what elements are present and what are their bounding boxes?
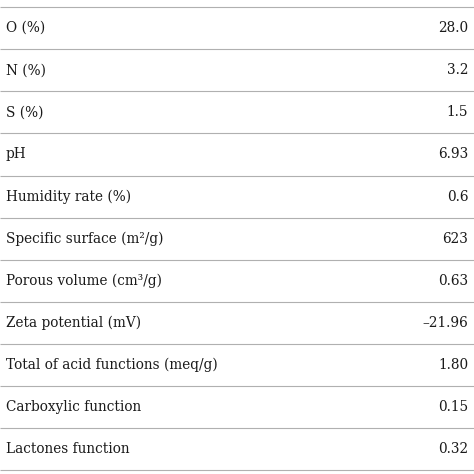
Text: 0.15: 0.15 (438, 400, 468, 414)
Text: 28.0: 28.0 (438, 21, 468, 35)
Text: 623: 623 (442, 232, 468, 246)
Text: Humidity rate (%): Humidity rate (%) (6, 190, 131, 204)
Text: –21.96: –21.96 (422, 316, 468, 330)
Text: 1.5: 1.5 (447, 105, 468, 119)
Text: N (%): N (%) (6, 63, 46, 77)
Text: pH: pH (6, 147, 27, 162)
Text: S (%): S (%) (6, 105, 43, 119)
Text: Zeta potential (mV): Zeta potential (mV) (6, 316, 141, 330)
Text: 0.32: 0.32 (438, 442, 468, 456)
Text: O (%): O (%) (6, 21, 45, 35)
Text: 0.63: 0.63 (438, 274, 468, 288)
Text: Lactones function: Lactones function (6, 442, 129, 456)
Text: Porous volume (cm³/g): Porous volume (cm³/g) (6, 273, 162, 288)
Text: 6.93: 6.93 (438, 147, 468, 162)
Text: Specific surface (m²/g): Specific surface (m²/g) (6, 231, 163, 246)
Text: Total of acid functions (meq/g): Total of acid functions (meq/g) (6, 358, 218, 372)
Text: 1.80: 1.80 (438, 358, 468, 372)
Text: 3.2: 3.2 (447, 63, 468, 77)
Text: Carboxylic function: Carboxylic function (6, 400, 141, 414)
Text: 0.6: 0.6 (447, 190, 468, 203)
